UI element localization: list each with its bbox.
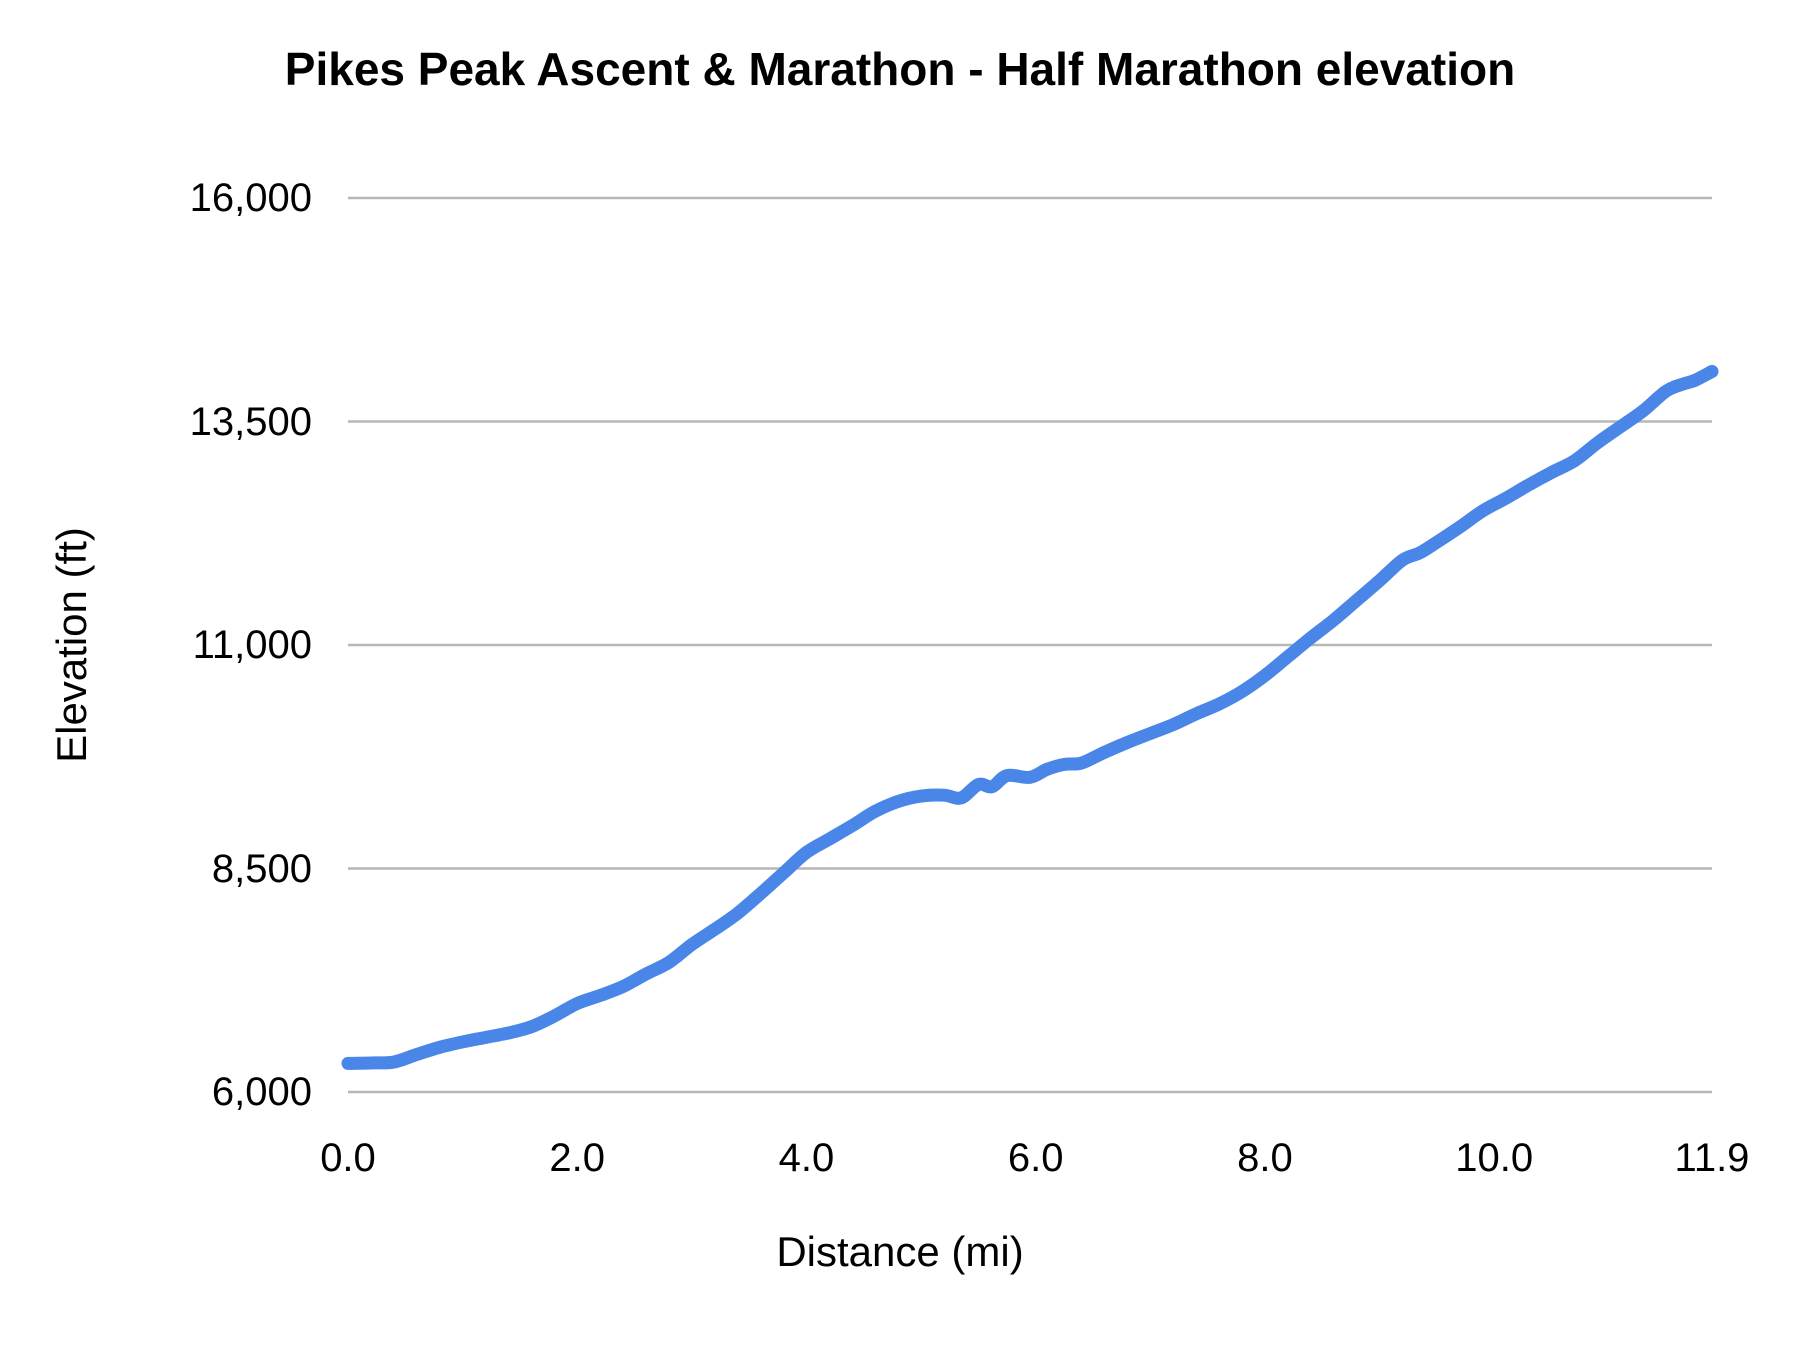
y-axis-title: Elevation (ft) <box>48 527 95 763</box>
x-tick-label: 6.0 <box>1007 1136 1064 1180</box>
y-tick-label: 11,000 <box>192 623 312 667</box>
x-tick-label: 0.0 <box>320 1136 376 1180</box>
y-tick-label: 16,000 <box>189 176 312 220</box>
x-tick-label: 4.0 <box>778 1136 835 1180</box>
x-axis-title: Distance (mi) <box>776 1228 1024 1275</box>
x-tick-label: 2.0 <box>549 1136 606 1180</box>
elevation-line <box>341 364 1719 1070</box>
x-tick-label: 8.0 <box>1237 1136 1293 1180</box>
x-tick-label: 11.9 <box>1674 1136 1750 1180</box>
y-tick-label: 6,000 <box>211 1070 312 1114</box>
y-tick-label: 13,500 <box>189 399 312 444</box>
chart-title: Pikes Peak Ascent & Marathon - Half Mara… <box>284 43 1516 95</box>
y-tick-label: 8,500 <box>211 846 312 891</box>
x-tick-label: 10.0 <box>1455 1136 1534 1180</box>
